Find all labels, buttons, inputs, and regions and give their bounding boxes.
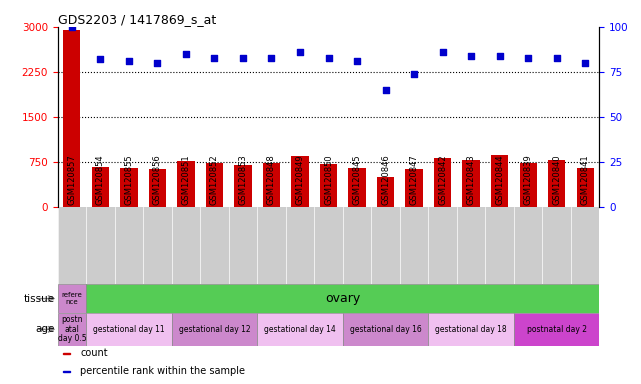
Bar: [548, 161, 565, 207]
Point: [523, 55, 533, 61]
Bar: [235, 165, 251, 207]
Bar: [320, 164, 337, 207]
Bar: [491, 155, 508, 207]
Text: age: age: [35, 324, 54, 334]
Bar: [292, 156, 308, 207]
Bar: [263, 164, 280, 207]
Bar: [434, 158, 451, 207]
Point: [551, 55, 562, 61]
Text: refere
nce: refere nce: [62, 292, 82, 305]
Point: [380, 87, 390, 93]
Bar: [428, 313, 514, 346]
Point: [267, 55, 277, 61]
Bar: [63, 371, 71, 372]
Point: [466, 53, 476, 59]
Point: [210, 55, 220, 61]
Bar: [63, 353, 71, 354]
Bar: [377, 177, 394, 207]
Bar: [86, 313, 172, 346]
Point: [295, 49, 305, 55]
Bar: [172, 313, 257, 346]
Point: [67, 24, 77, 30]
Point: [153, 60, 163, 66]
Point: [352, 58, 362, 64]
Bar: [121, 168, 138, 207]
Point: [409, 71, 419, 77]
Bar: [257, 313, 343, 346]
Bar: [58, 284, 86, 313]
Point: [124, 58, 134, 64]
Text: GDS2203 / 1417869_s_at: GDS2203 / 1417869_s_at: [58, 13, 216, 26]
Text: gestational day 18: gestational day 18: [435, 325, 507, 334]
Text: gestational day 14: gestational day 14: [264, 325, 336, 334]
Bar: [343, 313, 428, 346]
Text: gestational day 12: gestational day 12: [179, 325, 250, 334]
Text: postnatal day 2: postnatal day 2: [526, 325, 587, 334]
Text: gestational day 11: gestational day 11: [93, 325, 165, 334]
Bar: [514, 313, 599, 346]
Text: tissue: tissue: [23, 293, 54, 304]
Bar: [178, 161, 194, 207]
Text: count: count: [80, 348, 108, 358]
Point: [437, 49, 447, 55]
Point: [96, 56, 106, 63]
Bar: [92, 167, 109, 207]
Text: percentile rank within the sample: percentile rank within the sample: [80, 366, 246, 376]
Point: [494, 53, 504, 59]
Bar: [463, 161, 479, 207]
Bar: [206, 164, 223, 207]
Point: [580, 60, 590, 66]
Point: [323, 55, 333, 61]
Bar: [149, 169, 166, 207]
Bar: [519, 163, 537, 207]
Bar: [406, 169, 422, 207]
Text: postn
atal
day 0.5: postn atal day 0.5: [58, 315, 87, 343]
Point: [238, 55, 248, 61]
Point: [181, 51, 191, 57]
Bar: [63, 30, 81, 207]
Bar: [58, 313, 86, 346]
Bar: [349, 168, 365, 207]
Text: gestational day 16: gestational day 16: [349, 325, 421, 334]
Text: ovary: ovary: [325, 292, 360, 305]
Bar: [576, 168, 594, 207]
